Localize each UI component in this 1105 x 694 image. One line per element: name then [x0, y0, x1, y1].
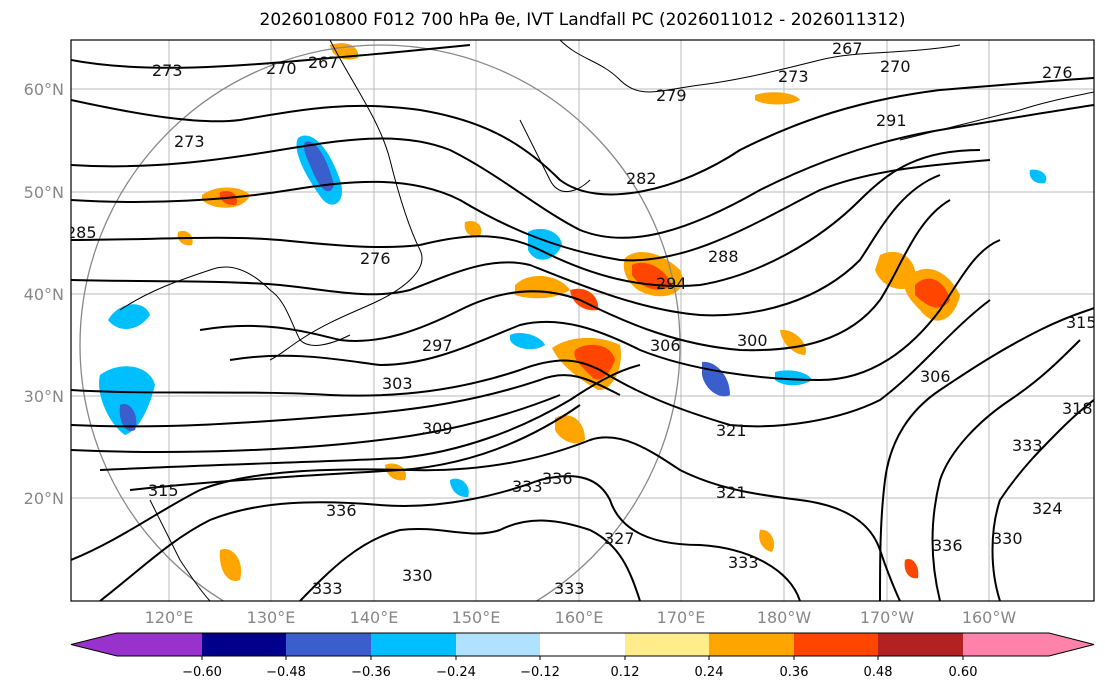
contour-label: 306 [650, 336, 681, 355]
contour-label: 270 [880, 57, 911, 76]
colorbar-outline [70, 632, 1095, 657]
contour-label: 333 [728, 553, 759, 572]
contour-label: 288 [708, 247, 739, 266]
contour-label: 294 [656, 274, 687, 293]
colorbar-segment [878, 633, 963, 656]
lat-tick-labels: 60°N 50°N 40°N 30°N 20°N [24, 80, 64, 508]
colorbar-segment [456, 633, 540, 656]
colorbar-segment [963, 633, 1094, 656]
contour-label: 315 [1066, 313, 1097, 332]
colorbar-segment [625, 633, 709, 656]
lon-tick: 160°W [962, 608, 1017, 627]
lon-tick: 130°E [247, 608, 296, 627]
colorbar-segment [794, 633, 878, 656]
contour-label: 324 [1032, 499, 1063, 518]
contour-label: 267 [832, 39, 863, 58]
contour-label: 267 [308, 53, 339, 72]
contour-label: 333 [512, 477, 543, 496]
colorbar-tick: 0.36 [780, 665, 809, 680]
colorbar-tick: 0.24 [695, 665, 724, 680]
contour-label: 297 [422, 336, 453, 355]
contour-label: 306 [920, 367, 951, 386]
map-frame [70, 39, 1095, 602]
contour-label: 336 [932, 536, 963, 555]
lon-tick: 180°W [757, 608, 812, 627]
theta-e-contours [71, 44, 1094, 601]
lon-tick: 150°E [452, 608, 501, 627]
contour-label: 315 [148, 481, 179, 500]
colorbar-tick: −0.48 [266, 665, 306, 680]
figure-title: 2026010800 F012 700 hPa θe, IVT Landfall… [259, 10, 906, 30]
contour-label: 273 [778, 67, 809, 86]
colorbar-segment [540, 633, 625, 656]
colorbar-tick-labels: −0.60 −0.48 −0.36 −0.24 −0.12 0.12 0.24 … [182, 665, 977, 680]
contour-label: 300 [737, 331, 768, 350]
lon-tick-labels: 120°E 130°E 140°E 150°E 160°E 170°E 180°… [145, 608, 1017, 627]
lon-tick: 140°E [350, 608, 399, 627]
contour-label: 336 [326, 501, 357, 520]
colorbar-tick: −0.12 [520, 665, 560, 680]
lon-tick: 160°E [555, 608, 604, 627]
contour-label: 333 [1012, 436, 1043, 455]
colorbar-tick: 0.12 [611, 665, 640, 680]
lon-tick: 170°E [657, 608, 706, 627]
contour-labels: 273 270 267 273 285 276 282 279 267 270 … [66, 39, 1097, 598]
contour-label: 333 [312, 579, 343, 598]
contour-label: 318 [1062, 399, 1093, 418]
contour-label: 336 [542, 469, 573, 488]
contour-label: 273 [152, 61, 183, 80]
contour-label: 276 [360, 249, 391, 268]
colorbar [70, 632, 1095, 660]
lon-tick: 170°W [860, 608, 915, 627]
lat-tick: 60°N [24, 80, 64, 99]
lat-tick: 50°N [24, 183, 64, 202]
contour-label: 303 [382, 374, 413, 393]
contour-label: 279 [656, 86, 687, 105]
contour-label: 270 [266, 59, 297, 78]
colorbar-segment [286, 633, 371, 656]
colorbar-segment [202, 633, 286, 656]
colorbar-tick: 0.60 [949, 665, 978, 680]
colorbar-segment [371, 633, 456, 656]
contour-label: 276 [1042, 63, 1073, 82]
colorbar-segment [71, 633, 202, 656]
contour-label: 330 [992, 529, 1023, 548]
lon-tick: 120°E [145, 608, 194, 627]
contour-label: 309 [422, 419, 453, 438]
colorbar-tick: −0.60 [182, 665, 222, 680]
contour-label: 330 [402, 566, 433, 585]
contour-label: 321 [716, 421, 747, 440]
colorbar-tick: −0.36 [351, 665, 391, 680]
contour-label: 327 [604, 529, 635, 548]
contour-label: 282 [626, 169, 657, 188]
lat-tick: 40°N [24, 285, 64, 304]
colorbar-tick: −0.24 [436, 665, 476, 680]
contour-label: 291 [876, 111, 907, 130]
colorbar-tick: 0.48 [864, 665, 893, 680]
colorbar-segment [709, 633, 794, 656]
contour-label: 285 [66, 223, 97, 242]
range-circle [79, 44, 681, 601]
contour-label: 273 [174, 132, 205, 151]
contour-label: 321 [716, 483, 747, 502]
lat-tick: 20°N [24, 489, 64, 508]
lat-tick: 30°N [24, 387, 64, 406]
contour-label: 333 [554, 579, 585, 598]
